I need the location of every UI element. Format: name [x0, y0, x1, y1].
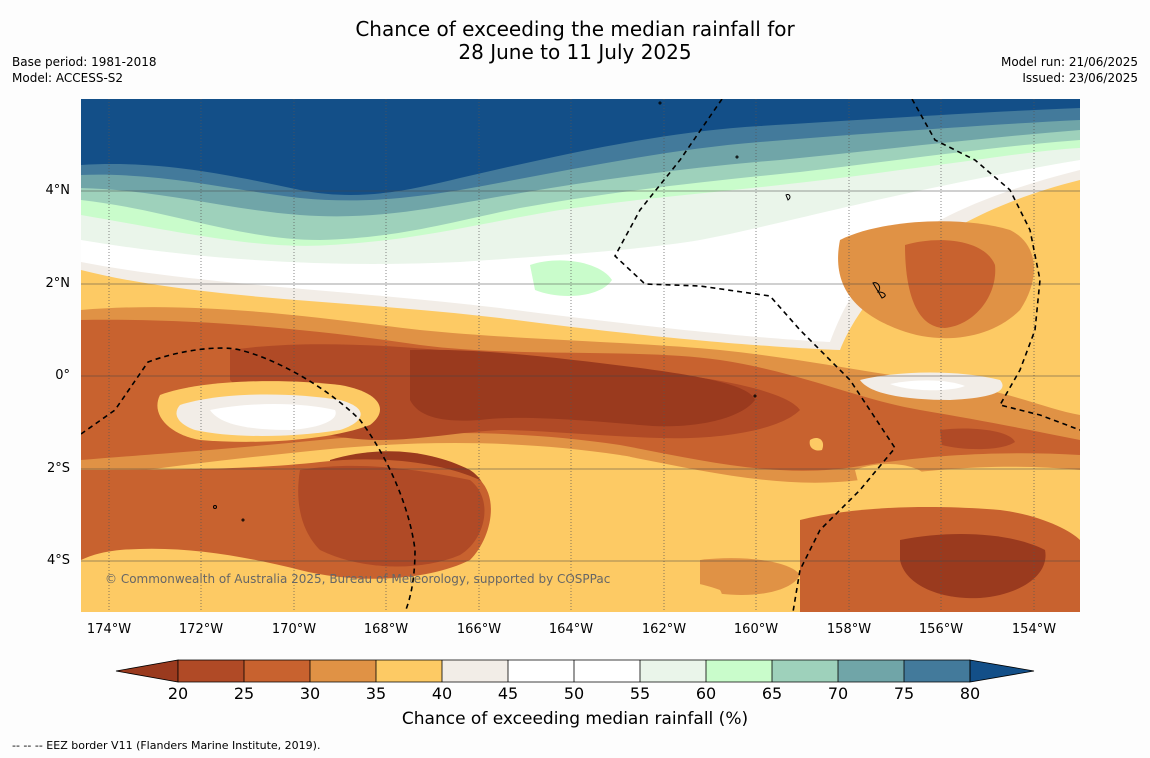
lon-tick-166w: 166°W [456, 622, 502, 637]
cbar-tick-35: 35 [365, 684, 387, 703]
cbar-tick-25: 25 [233, 684, 255, 703]
cbar-swatch-70-75 [838, 660, 904, 682]
map-title: Chance of exceeding the median rainfall … [0, 18, 1150, 64]
field-under-20-southeast [900, 534, 1046, 599]
lon-tick-160w: 160°W [733, 622, 779, 637]
base-period: Base period: 1981-2018 [12, 55, 157, 69]
meta-right: Model run: 21/06/2025 Issued: 23/06/2025 [1001, 54, 1138, 86]
cbar-tick-65: 65 [761, 684, 783, 703]
cbar-tick-75: 75 [893, 684, 915, 703]
cbar-high-arrow [969, 659, 1035, 683]
lon-tick-170w: 170°W [271, 622, 317, 637]
field-20-25-southwest [298, 465, 485, 567]
lat-tick-2n: 2°N [45, 276, 71, 291]
cbar-swatch-65-70 [772, 660, 838, 682]
meta-left: Base period: 1981-2018 Model: ACCESS-S2 [12, 54, 157, 86]
cbar-tick-70: 70 [827, 684, 849, 703]
lon-tick-168w: 168°W [363, 622, 409, 637]
colorbar-label: Chance of exceeding median rainfall (%) [401, 709, 749, 729]
cbar-tick-20: 20 [167, 684, 189, 703]
title-line-2: 28 June to 11 July 2025 [458, 40, 692, 64]
lat-tick-0: 0° [55, 368, 70, 383]
lat-tick-4s: 4°S [46, 553, 70, 568]
patch-2 [809, 438, 824, 451]
cbar-tick-45: 45 [497, 684, 519, 703]
lon-tick-172w: 172°W [178, 622, 224, 637]
model-name: Model: ACCESS-S2 [12, 71, 124, 85]
lon-tick-164w: 164°W [548, 622, 594, 637]
cbar-swatch-50-55 [574, 660, 640, 682]
cbar-dividers [177, 659, 971, 683]
lon-tick-162w: 162°W [641, 622, 687, 637]
cbar-low-arrow [115, 659, 179, 683]
title-line-1: Chance of exceeding the median rainfall … [355, 17, 795, 41]
cbar-tick-30: 30 [299, 684, 321, 703]
cbar-tick-40: 40 [431, 684, 453, 703]
cbar-swatch-75-80 [904, 660, 970, 682]
cbar-swatch-30-35 [310, 660, 376, 682]
lon-tick-156w: 156°W [918, 622, 964, 637]
model-run: Model run: 21/06/2025 [1000, 55, 1138, 69]
islands [213, 101, 886, 522]
lat-tick-4n: 4°N [45, 183, 71, 198]
cbar-swatch-60-65 [706, 660, 772, 682]
patch-5 [700, 558, 800, 595]
eez-legend-note: -- -- -- EEZ border V11 (Flanders Marine… [12, 739, 321, 752]
field-45-55-west-island [210, 404, 336, 430]
issued-date: Issued: 23/06/2025 [1022, 71, 1138, 85]
lon-tick-158w: 158°W [826, 622, 872, 637]
cbar-swatch-25-30 [244, 660, 310, 682]
cbar-tick-80: 80 [959, 684, 981, 703]
field-45-55-east-tongue [890, 380, 965, 391]
lat-lines [81, 190, 1080, 562]
colorbar [115, 659, 1035, 683]
field-over-80 [81, 99, 1080, 195]
cbar-tick-50: 50 [563, 684, 585, 703]
patch-1 [600, 455, 640, 476]
field-under-20 [410, 349, 755, 427]
patch-6 [540, 574, 722, 612]
contour-fields [81, 99, 1080, 612]
cbar-swatch-20-25 [178, 660, 244, 682]
eez-borders [81, 99, 1080, 612]
wet-blob [530, 260, 612, 296]
copyright-notice: © Commonwealth of Australia 2025, Bureau… [105, 572, 611, 586]
cbar-swatch-45-50 [508, 660, 574, 682]
cbar-swatch-55-60 [640, 660, 706, 682]
patch-3 [940, 428, 1015, 450]
cbar-tick-60: 60 [695, 684, 717, 703]
field-35-40-sw-corner [81, 558, 370, 612]
cbar-swatch-40-45 [442, 660, 508, 682]
lon-tick-174w: 174°W [86, 622, 132, 637]
cbar-swatch-35-40 [376, 660, 442, 682]
cbar-tick-55: 55 [629, 684, 651, 703]
lon-tick-154w: 154°W [1011, 622, 1057, 637]
lat-tick-2s: 2°S [46, 461, 70, 476]
patch-4 [855, 464, 930, 496]
